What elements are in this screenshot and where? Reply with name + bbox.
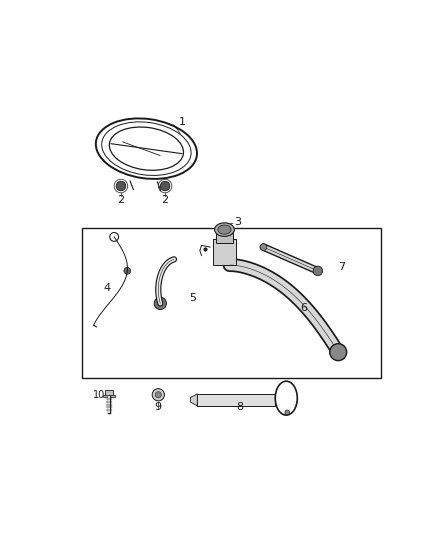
Ellipse shape — [218, 225, 231, 234]
Bar — [105, 390, 113, 396]
Circle shape — [160, 181, 170, 191]
Bar — [213, 239, 236, 265]
Text: 5: 5 — [189, 293, 196, 303]
Text: 8: 8 — [236, 402, 244, 413]
Circle shape — [285, 410, 290, 415]
Text: 3: 3 — [235, 217, 241, 227]
Bar — [82, 229, 381, 378]
Polygon shape — [191, 394, 197, 406]
Text: 2: 2 — [162, 195, 169, 205]
Circle shape — [154, 297, 166, 310]
Text: 10: 10 — [93, 391, 105, 400]
Circle shape — [155, 392, 161, 398]
Circle shape — [124, 268, 131, 274]
Bar — [103, 395, 115, 398]
Text: 7: 7 — [338, 262, 345, 272]
Bar — [215, 230, 233, 243]
Text: 4: 4 — [104, 283, 111, 293]
Ellipse shape — [215, 223, 234, 237]
Circle shape — [330, 344, 346, 361]
Text: 2: 2 — [117, 195, 124, 205]
Circle shape — [116, 181, 126, 191]
Circle shape — [152, 389, 164, 401]
Text: 9: 9 — [155, 402, 162, 413]
Circle shape — [260, 244, 267, 251]
Text: 6: 6 — [301, 303, 308, 313]
Circle shape — [313, 266, 322, 276]
Text: 1: 1 — [179, 117, 186, 126]
Bar — [197, 394, 276, 406]
